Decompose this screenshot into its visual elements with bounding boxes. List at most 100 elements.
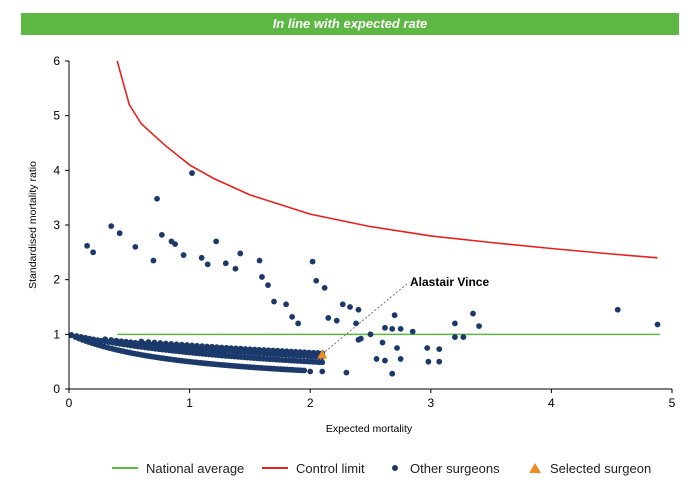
other-surgeon-point: [145, 339, 152, 345]
other-surgeon-point: [353, 320, 359, 327]
other-surgeon-point: [265, 282, 271, 289]
axes: 0 1 2 3 4 5 6 0 1 2 3 4 5: [53, 54, 675, 410]
other-surgeon-point: [270, 347, 276, 354]
other-surgeon-point: [306, 349, 312, 356]
other-surgeon-point: [172, 241, 179, 248]
other-surgeon-point: [292, 348, 299, 355]
x-tick-label: 5: [669, 396, 676, 410]
other-surgeon-point: [256, 346, 263, 353]
other-surgeon-point: [425, 358, 432, 365]
x-tick-label: 4: [548, 396, 555, 410]
other-surgeon-point: [397, 325, 404, 332]
legend-label-other-surgeons: Other surgeons: [410, 460, 500, 476]
legend-item-other-surgeons: Other surgeons: [388, 458, 500, 478]
other-surgeon-point: [199, 343, 205, 350]
other-surgeon-point: [90, 249, 97, 256]
other-surgeon-point: [213, 238, 220, 245]
other-surgeon-point: [373, 356, 380, 362]
other-surgeon-point: [247, 346, 253, 353]
other-surgeon-point: [162, 340, 169, 347]
other-surgeon-point: [157, 340, 164, 346]
other-surgeon-point: [198, 254, 205, 261]
funnel-plot: Alastair Vince 0 1 2 3 4 5 6 0 1 2 3 4 5 Expected mo…: [27, 54, 676, 435]
x-tick-label: 0: [66, 396, 73, 410]
other-surgeon-point: [180, 252, 187, 258]
other-surgeon-point: [260, 347, 267, 353]
other-surgeon-point: [355, 306, 362, 313]
other-surgeon-point: [391, 312, 398, 319]
other-surgeon-point: [470, 310, 476, 317]
other-surgeon-point: [319, 368, 326, 375]
legend-label-national-average: National average: [146, 460, 245, 476]
y-tick-label: 5: [53, 109, 60, 123]
legend-item-selected-surgeon: Selected surgeon: [528, 458, 651, 478]
y-tick-label: 6: [53, 54, 60, 68]
other-surgeon-point: [319, 359, 326, 366]
other-surgeon-point: [301, 367, 308, 374]
other-surgeon-point: [256, 257, 263, 264]
other-surgeon-point: [397, 356, 404, 362]
selected-surgeon-marker: [317, 349, 328, 359]
other-surgeon-point: [189, 170, 195, 176]
other-surgeon-point: [321, 284, 328, 291]
other-surgeon-point: [394, 345, 400, 351]
other-surgeon-point: [178, 341, 185, 348]
other-surgeon-point: [357, 335, 364, 342]
other-surgeon-point: [310, 349, 317, 356]
other-surgeon-point: [271, 298, 277, 305]
other-surgeon-point: [184, 342, 190, 348]
triangle-marker-icon: [529, 463, 541, 473]
other-surgeon-point: [158, 231, 165, 238]
plot-area: Alastair Vince: [68, 60, 661, 377]
other-surgeon-point: [265, 347, 272, 354]
other-surgeon-point: [382, 357, 388, 364]
legend-item-control-limit: Control limit: [262, 458, 365, 478]
x-axis-label: Expected mortality: [326, 423, 413, 435]
other-surgeon-point: [339, 301, 346, 308]
chart-banner: In line with expected rate: [21, 13, 679, 35]
national-average-line-icon: [112, 467, 138, 469]
other-surgeon-point: [232, 265, 239, 272]
other-surgeon-point: [436, 358, 443, 365]
y-axis-label: Standardised mortality ratio: [27, 161, 39, 289]
other-surgeon-point: [84, 242, 90, 249]
other-surgeon-point: [288, 348, 295, 355]
other-surgeon-point: [194, 342, 200, 349]
other-surgeon-point: [108, 337, 115, 343]
other-surgeon-point: [382, 324, 388, 331]
other-surgeon-point: [108, 223, 115, 229]
other-surgeon-point: [251, 346, 258, 353]
other-surgeon-point: [168, 340, 175, 347]
y-tick-label: 1: [53, 327, 60, 341]
legend: National average Control limit Other sur…: [0, 458, 700, 478]
other-surgeon-point: [283, 301, 289, 308]
other-surgeon-point: [223, 344, 230, 351]
other-surgeon-point: [218, 344, 225, 351]
other-surgeon-point: [325, 315, 332, 321]
other-surgeon-point: [116, 230, 123, 237]
other-surgeon-point: [389, 370, 396, 377]
legend-label-control-limit: Control limit: [296, 460, 365, 476]
other-surgeon-point: [102, 336, 109, 343]
circle-marker-icon: [392, 465, 398, 471]
other-surgeon-point: [213, 344, 220, 351]
legend-item-national-average: National average: [112, 458, 244, 478]
other-surgeon-point: [452, 334, 458, 340]
other-surgeon-point: [476, 323, 482, 330]
other-surgeon-point: [452, 320, 458, 327]
other-surgeon-point: [68, 331, 75, 338]
other-surgeon-point: [233, 345, 239, 352]
other-surgeon-point: [222, 260, 229, 267]
x-tick-label: 2: [307, 396, 314, 410]
other-surgeon-point: [297, 349, 304, 355]
other-surgeon-point: [409, 328, 416, 335]
other-surgeon-point: [150, 257, 157, 264]
other-surgeon-point: [309, 258, 316, 265]
other-surgeon-point: [614, 306, 621, 313]
y-tick-label: 2: [53, 273, 60, 287]
other-surgeon-point: [237, 345, 244, 352]
annotation-leader-line: [325, 282, 409, 352]
other-surgeon-point: [173, 341, 180, 348]
other-surgeon-point: [113, 337, 120, 344]
other-surgeon-point: [295, 320, 302, 327]
